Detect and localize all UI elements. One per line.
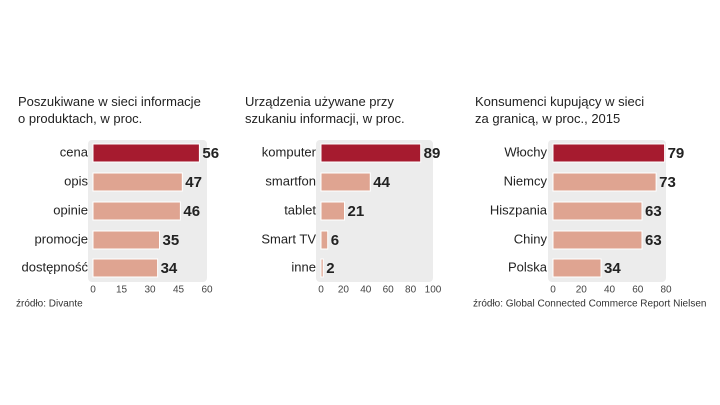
value-label: 63: [645, 232, 662, 249]
value-label: 56: [202, 145, 219, 162]
category-label: smartfon: [265, 173, 316, 188]
bar: [320, 258, 324, 278]
x-tick-label: 60: [201, 285, 213, 296]
bar: [92, 258, 159, 278]
category-label: promocje: [35, 231, 88, 246]
category-label: Hiszpania: [490, 202, 548, 217]
value-label: 35: [163, 232, 180, 249]
bar: [552, 201, 643, 221]
chart-title: Konsumenci kupujący w sieci: [475, 94, 644, 109]
x-tick-label: 80: [660, 285, 672, 296]
bar: [552, 258, 602, 278]
bar: [320, 143, 422, 163]
chart-title: za granicą, w proc., 2015: [475, 111, 620, 126]
chart-title: Urządzenia używane przy: [245, 94, 394, 109]
category-label: dostępność: [22, 259, 89, 274]
x-tick-label: 0: [90, 285, 96, 296]
value-label: 44: [373, 174, 390, 191]
x-tick-label: 60: [632, 285, 644, 296]
x-tick-label: 60: [383, 285, 395, 296]
bar: [92, 201, 181, 221]
x-tick-label: 20: [338, 285, 350, 296]
bar: [552, 143, 666, 163]
x-tick-label: 40: [604, 285, 616, 296]
value-label: 21: [348, 203, 365, 220]
bar: [92, 143, 200, 163]
bar: [320, 201, 346, 221]
value-label: 63: [645, 203, 662, 220]
chart-title: o produktach, w proc.: [18, 111, 142, 126]
bar: [320, 230, 329, 250]
category-label: Smart TV: [261, 231, 316, 246]
category-label: opinie: [53, 202, 88, 217]
bar: [92, 172, 183, 192]
value-label: 6: [331, 232, 339, 249]
x-tick-label: 0: [318, 285, 324, 296]
x-tick-label: 30: [144, 285, 156, 296]
value-label: 89: [424, 145, 441, 162]
category-label: Niemcy: [504, 173, 548, 188]
x-tick-label: 100: [425, 285, 442, 296]
x-tick-label: 0: [550, 285, 556, 296]
category-label: opis: [64, 173, 88, 188]
category-label: tablet: [284, 202, 316, 217]
value-label: 34: [161, 260, 178, 277]
value-label: 46: [183, 203, 200, 220]
category-label: komputer: [262, 144, 317, 159]
value-label: 2: [326, 260, 334, 277]
x-tick-label: 15: [116, 285, 128, 296]
source: źródło: Divante: [16, 299, 83, 310]
bar: [320, 172, 371, 192]
category-label: cena: [60, 144, 89, 159]
category-label: Włochy: [504, 144, 547, 159]
chart-title: Poszukiwane w sieci informacje: [18, 94, 201, 109]
category-label: inne: [291, 259, 316, 274]
x-tick-label: 80: [405, 285, 417, 296]
value-label: 79: [668, 145, 685, 162]
value-label: 34: [604, 260, 621, 277]
value-label: 47: [185, 174, 202, 191]
x-tick-label: 45: [173, 285, 185, 296]
source: źródło: Global Connected Commerce Report…: [473, 299, 706, 310]
value-label: 73: [659, 174, 676, 191]
bar: [552, 172, 657, 192]
x-tick-label: 20: [576, 285, 588, 296]
category-label: Polska: [508, 259, 548, 274]
x-tick-label: 40: [360, 285, 372, 296]
bar: [552, 230, 643, 250]
chart-title: szukaniu informacji, w proc.: [245, 111, 405, 126]
category-label: Chiny: [514, 231, 548, 246]
bar: [92, 230, 160, 250]
